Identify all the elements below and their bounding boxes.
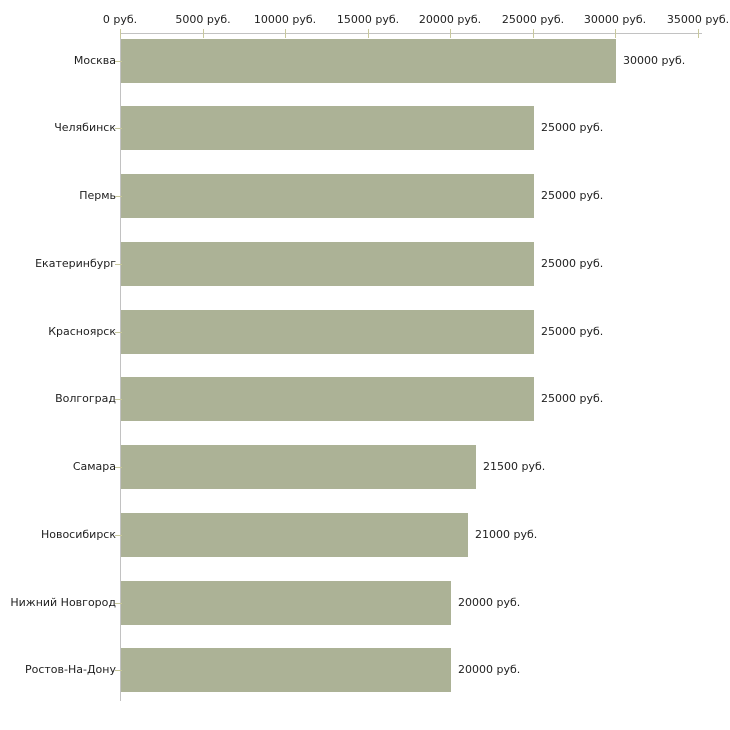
x-tick-mark: [698, 29, 699, 38]
x-axis-line: [120, 33, 702, 34]
bar: [121, 377, 534, 421]
x-tick-label: 25000 руб.: [501, 13, 565, 26]
value-label: 25000 руб.: [541, 121, 604, 134]
x-tick-mark: [368, 29, 369, 38]
x-tick-label: 5000 руб.: [175, 13, 231, 26]
bar: [121, 310, 534, 354]
category-label: Екатеринбург: [35, 257, 116, 270]
value-label: 21500 руб.: [483, 460, 546, 473]
x-tick-mark: [285, 29, 286, 38]
category-label: Москва: [73, 54, 116, 67]
x-tick-mark: [615, 29, 616, 38]
category-label: Самара: [72, 460, 116, 473]
category-tick-mark: [115, 399, 122, 400]
category-label: Красноярск: [48, 325, 116, 338]
category-tick-mark: [115, 196, 122, 197]
bar: [121, 648, 451, 692]
category-tick-mark: [115, 603, 122, 604]
category-tick-mark: [115, 467, 122, 468]
x-tick-mark: [533, 29, 534, 38]
category-tick-mark: [115, 535, 122, 536]
category-label: Ростов-На-Дону: [24, 663, 116, 676]
value-label: 25000 руб.: [541, 392, 604, 405]
value-label: 20000 руб.: [458, 596, 521, 609]
bar: [121, 39, 616, 83]
bar: [121, 106, 534, 150]
x-tick-mark: [203, 29, 204, 38]
y-axis-line: [120, 33, 121, 701]
x-tick-label: 10000 руб.: [253, 13, 317, 26]
x-tick-label: 0 руб.: [102, 13, 138, 26]
x-tick-label: 20000 руб.: [418, 13, 482, 26]
value-label: 21000 руб.: [475, 528, 538, 541]
value-label: 20000 руб.: [458, 663, 521, 676]
category-label: Нижний Новгород: [10, 596, 116, 609]
bar: [121, 581, 451, 625]
bar: [121, 513, 468, 557]
x-tick-label: 30000 руб.: [583, 13, 647, 26]
category-tick-mark: [115, 61, 122, 62]
x-tick-label: 35000 руб.: [666, 13, 730, 26]
category-tick-mark: [115, 128, 122, 129]
category-label: Новосибирск: [40, 528, 116, 541]
category-label: Челябинск: [54, 121, 116, 134]
value-label: 25000 руб.: [541, 189, 604, 202]
x-tick-mark: [120, 29, 121, 38]
value-label: 30000 руб.: [623, 54, 686, 67]
category-tick-mark: [115, 670, 122, 671]
category-label: Пермь: [79, 189, 116, 202]
bar: [121, 445, 476, 489]
bar: [121, 242, 534, 286]
bar: [121, 174, 534, 218]
category-tick-mark: [115, 264, 122, 265]
category-label: Волгоград: [55, 392, 116, 405]
x-tick-mark: [450, 29, 451, 38]
value-label: 25000 руб.: [541, 257, 604, 270]
x-tick-label: 15000 руб.: [336, 13, 400, 26]
value-label: 25000 руб.: [541, 325, 604, 338]
category-tick-mark: [115, 332, 122, 333]
